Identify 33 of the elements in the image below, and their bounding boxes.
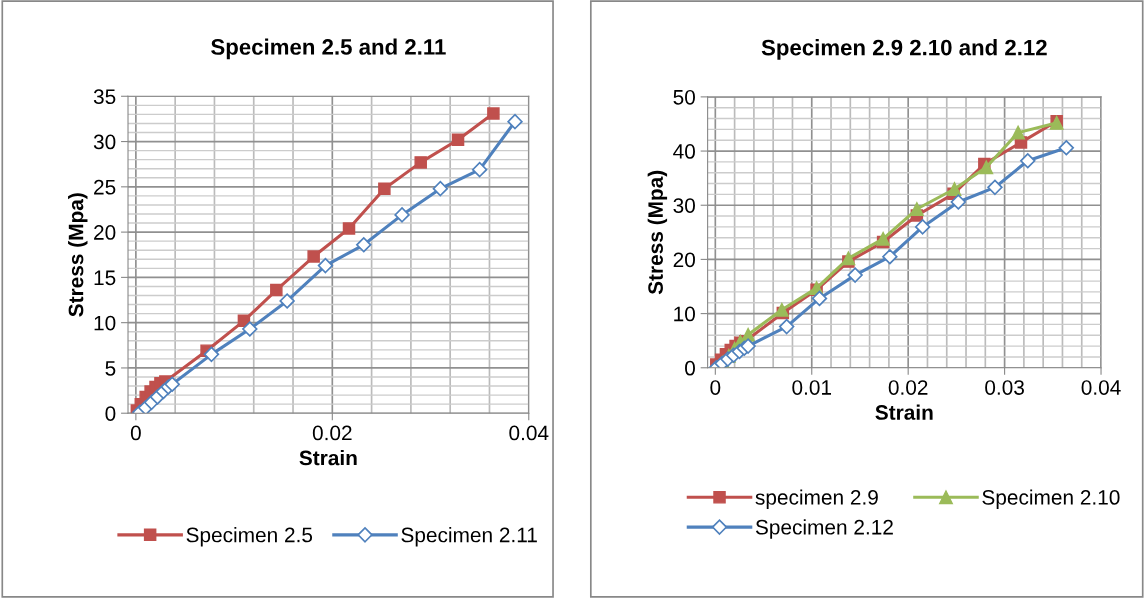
legend-label: Specimen 2.12 — [755, 519, 893, 539]
legend-label: specimen 2.9 — [755, 489, 878, 509]
y-tick-label: 20 — [94, 225, 116, 240]
x-tick-label: 0.01 — [792, 380, 832, 395]
y-tick-label: 40 — [673, 144, 695, 159]
y-tick-label: 15 — [94, 270, 116, 286]
x-tick-label: 0.04 — [1081, 380, 1121, 395]
y-tick-label: 25 — [94, 179, 116, 195]
y-tick-label: 30 — [673, 198, 695, 213]
y-tick-label: 30 — [93, 134, 116, 150]
y-axis-title: Stress (Mpa) — [68, 193, 88, 317]
x-tick-label: 0 — [130, 425, 141, 441]
y-tick-label: 10 — [94, 315, 116, 331]
x-tick-label: 0.03 — [985, 380, 1024, 395]
legend-label: Specimen 2.10 — [982, 489, 1120, 509]
legend-label: Specimen 2.5 — [186, 527, 313, 547]
legend-label: Specimen 2.11 — [401, 527, 537, 547]
x-tick-label: 0 — [710, 380, 721, 395]
x-tick-label: 0.04 — [509, 425, 549, 441]
chart-title: Specimen 2.5 and 2.11 — [211, 38, 446, 60]
y-tick-label: 10 — [674, 306, 695, 322]
y-tick-label: 35 — [93, 89, 116, 105]
x-axis-title: Strain — [875, 404, 933, 420]
y-tick-label: 0 — [685, 360, 695, 376]
x-tick-label: 0.02 — [888, 380, 928, 395]
x-axis-title: Strain — [299, 450, 357, 466]
y-tick-label: 0 — [105, 406, 116, 421]
y-tick-label: 5 — [105, 361, 116, 376]
chart-title: Specimen 2.9 2.10 and 2.12 — [761, 39, 1047, 60]
y-axis-title: Stress (Mpa) — [647, 170, 668, 295]
y-tick-label: 50 — [673, 89, 695, 105]
x-tick-label: 0.02 — [312, 425, 352, 441]
y-tick-label: 20 — [673, 252, 695, 268]
